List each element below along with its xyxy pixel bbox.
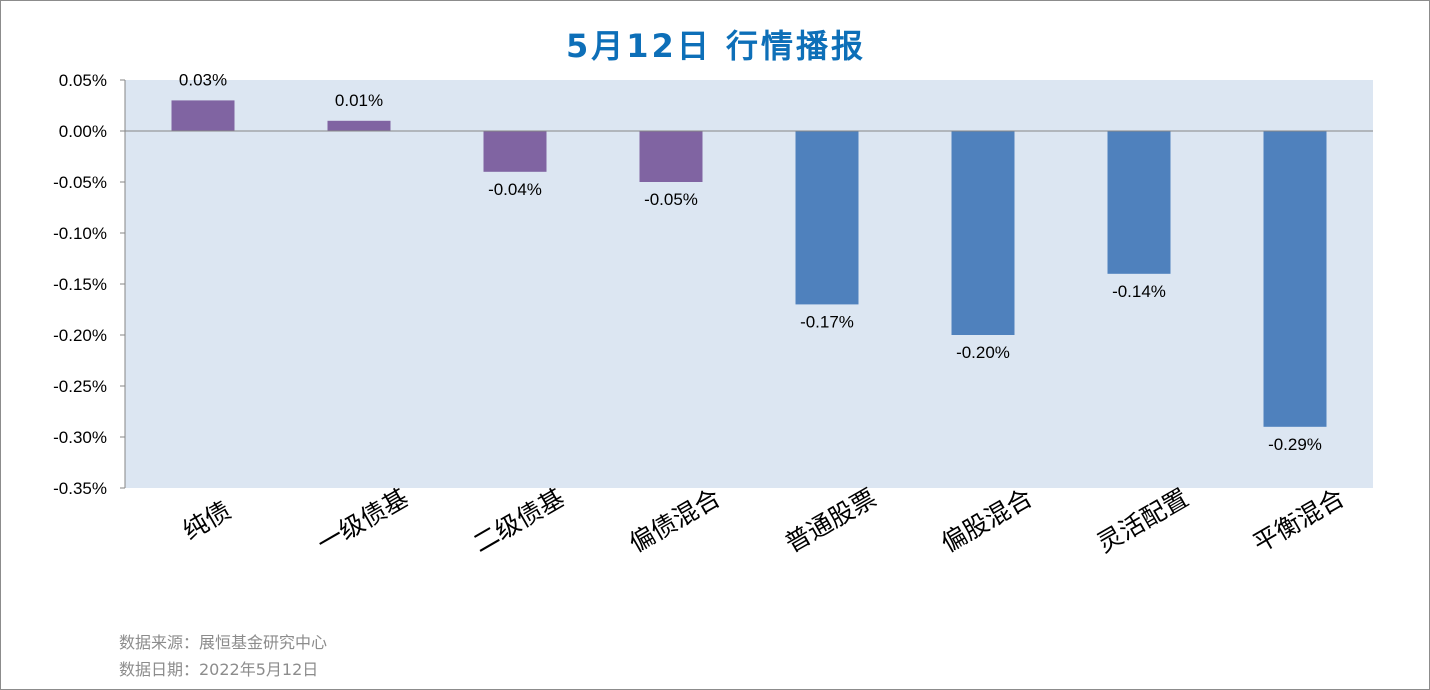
y-tick-label: -0.20% bbox=[53, 326, 107, 345]
plot-area bbox=[125, 80, 1373, 488]
data-label: -0.17% bbox=[800, 312, 854, 331]
y-tick-label: -0.25% bbox=[53, 377, 107, 396]
category-label: 偏股混合 bbox=[936, 483, 1037, 558]
data-source-note: 数据来源：展恒基金研究中心 bbox=[119, 633, 328, 652]
data-label: -0.29% bbox=[1268, 435, 1322, 454]
category-label: 一级债基 bbox=[312, 483, 413, 558]
y-tick-label: -0.10% bbox=[53, 224, 107, 243]
category-label: 普通股票 bbox=[780, 483, 881, 558]
y-tick-label: -0.30% bbox=[53, 428, 107, 447]
bar bbox=[951, 131, 1015, 335]
bar bbox=[1263, 131, 1327, 427]
data-label: -0.05% bbox=[644, 190, 698, 209]
footer: 数据来源：展恒基金研究中心 数据日期：2022年5月12日 bbox=[119, 629, 327, 683]
data-label: -0.04% bbox=[488, 180, 542, 199]
y-tick-label: -0.35% bbox=[53, 479, 107, 498]
data-label: 0.01% bbox=[335, 91, 383, 110]
category-label: 纯债 bbox=[178, 496, 236, 546]
bar bbox=[1107, 131, 1171, 274]
y-tick-label: -0.15% bbox=[53, 275, 107, 294]
category-label: 灵活配置 bbox=[1092, 483, 1193, 558]
bar bbox=[171, 100, 235, 131]
y-tick-label: 0.05% bbox=[59, 71, 107, 90]
bar bbox=[795, 131, 859, 305]
bar bbox=[639, 131, 703, 182]
category-label: 二级债基 bbox=[468, 483, 569, 558]
y-tick-label: 0.00% bbox=[59, 122, 107, 141]
category-label: 平衡混合 bbox=[1248, 483, 1349, 558]
data-date-note: 数据日期：2022年5月12日 bbox=[119, 660, 319, 679]
bar bbox=[483, 131, 547, 172]
category-label: 偏债混合 bbox=[624, 483, 725, 558]
y-tick-label: -0.05% bbox=[53, 173, 107, 192]
data-label: -0.20% bbox=[956, 343, 1010, 362]
data-label: 0.03% bbox=[179, 70, 227, 89]
bar bbox=[327, 120, 391, 131]
chart-title: 5月12日 行情播报 bbox=[566, 27, 866, 65]
data-label: -0.14% bbox=[1112, 282, 1166, 301]
